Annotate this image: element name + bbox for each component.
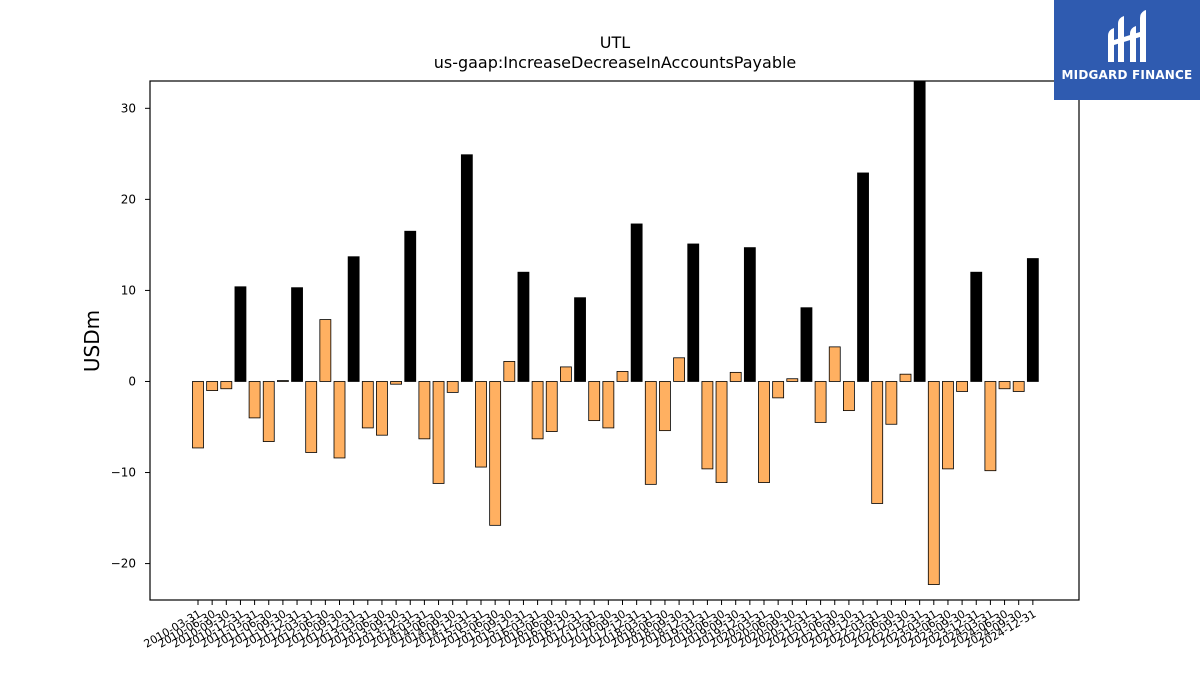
- bar-2019-06-30: [715, 381, 728, 483]
- bar-2024-09-30: [1012, 381, 1025, 392]
- brand-name: MIDGARD FINANCE: [1061, 68, 1193, 82]
- bar-2010-09-30: [220, 381, 233, 390]
- bar-2016-09-30: [560, 366, 572, 382]
- bar-2020-12-31: [800, 307, 813, 382]
- bar-2023-12-31: [970, 271, 983, 382]
- bar-2013-09-30: [390, 381, 403, 385]
- bar-2018-03-31: [644, 381, 657, 485]
- y-tick-label: 10: [121, 283, 136, 297]
- midgard-finance-logo-icon: [1108, 10, 1146, 62]
- bar-2022-03-31: [871, 381, 884, 504]
- bar-2012-12-31: [347, 256, 360, 382]
- y-tick-label: 30: [121, 101, 136, 115]
- bar-2020-03-31: [758, 381, 770, 483]
- bar-2022-09-30: [899, 373, 912, 382]
- y-axis-ticks: −20 −10 0 10 20 30: [111, 101, 150, 571]
- y-tick-label: 20: [121, 192, 136, 206]
- chart-title: UTL: [600, 33, 630, 52]
- bar-2016-03-31: [531, 381, 544, 440]
- bar-2010-06-30: [206, 381, 219, 391]
- bar-2024-06-30: [998, 381, 1011, 390]
- bar-2022-12-31: [913, 80, 926, 382]
- bar-2011-03-31: [248, 381, 261, 419]
- bar-2018-09-30: [673, 357, 685, 382]
- bar-2019-03-31: [701, 381, 714, 470]
- bar-2018-12-31: [687, 243, 700, 382]
- bar-2015-06-30: [489, 381, 502, 526]
- bar-2024-03-31: [984, 381, 997, 472]
- bar-2015-03-31: [475, 381, 487, 468]
- bar-2019-09-30: [729, 371, 742, 382]
- bar-2017-12-31: [630, 223, 643, 382]
- bar-2023-06-30: [942, 381, 954, 470]
- bar-2011-09-30: [276, 380, 289, 382]
- bar-2014-09-30: [446, 381, 459, 393]
- bar-2014-06-30: [432, 381, 445, 484]
- bar-2012-09-30: [333, 381, 346, 459]
- bar-2023-03-31: [927, 381, 940, 585]
- bar-2015-12-31: [517, 271, 530, 382]
- bar-2022-06-30: [885, 381, 898, 425]
- bar-2011-06-30: [262, 381, 275, 442]
- y-tick-label: −20: [111, 557, 136, 571]
- bar-2017-09-30: [616, 371, 629, 382]
- bar-2021-12-31: [857, 172, 869, 382]
- bar-2011-12-31: [291, 287, 303, 382]
- plot-frame: [149, 80, 1080, 601]
- bar-2021-09-30: [843, 381, 855, 412]
- brand-logo: MIDGARD FINANCE: [1054, 0, 1200, 100]
- bar-2020-06-30: [772, 381, 785, 399]
- bar-2014-03-31: [418, 381, 431, 440]
- bar-2021-03-31: [814, 381, 827, 423]
- bar-2010-03-31: [192, 381, 204, 449]
- y-tick-label: 0: [128, 374, 136, 388]
- chart-subtitle: us-gaap:IncreaseDecreaseInAccountsPayabl…: [434, 53, 797, 72]
- x-axis-ticks: 2010-03-312010-06-302010-09-302010-12-31…: [142, 600, 1038, 651]
- bar-2016-12-31: [574, 297, 586, 382]
- bar-2014-12-31: [460, 154, 473, 382]
- bar-2023-09-30: [956, 381, 968, 392]
- bar-2019-12-31: [743, 247, 756, 382]
- bars-layer: [192, 80, 1039, 585]
- bar-2013-06-30: [376, 381, 388, 436]
- y-tick-label: −10: [111, 466, 136, 480]
- bar-2013-12-31: [404, 230, 417, 382]
- bar-2016-06-30: [545, 381, 558, 432]
- bar-2015-09-30: [503, 361, 516, 382]
- y-axis-label: USDm: [80, 310, 104, 372]
- bar-2010-12-31: [234, 286, 247, 382]
- bar-2020-09-30: [786, 378, 799, 382]
- bar-2021-06-30: [828, 346, 841, 382]
- bar-2017-06-30: [602, 381, 615, 429]
- bar-2013-03-31: [361, 381, 374, 429]
- bar-2012-03-31: [305, 381, 318, 453]
- bar-2024-12-31: [1026, 258, 1039, 382]
- bar-2017-03-31: [588, 381, 601, 422]
- bar-2018-06-30: [659, 381, 671, 432]
- bar-2012-06-30: [319, 319, 332, 382]
